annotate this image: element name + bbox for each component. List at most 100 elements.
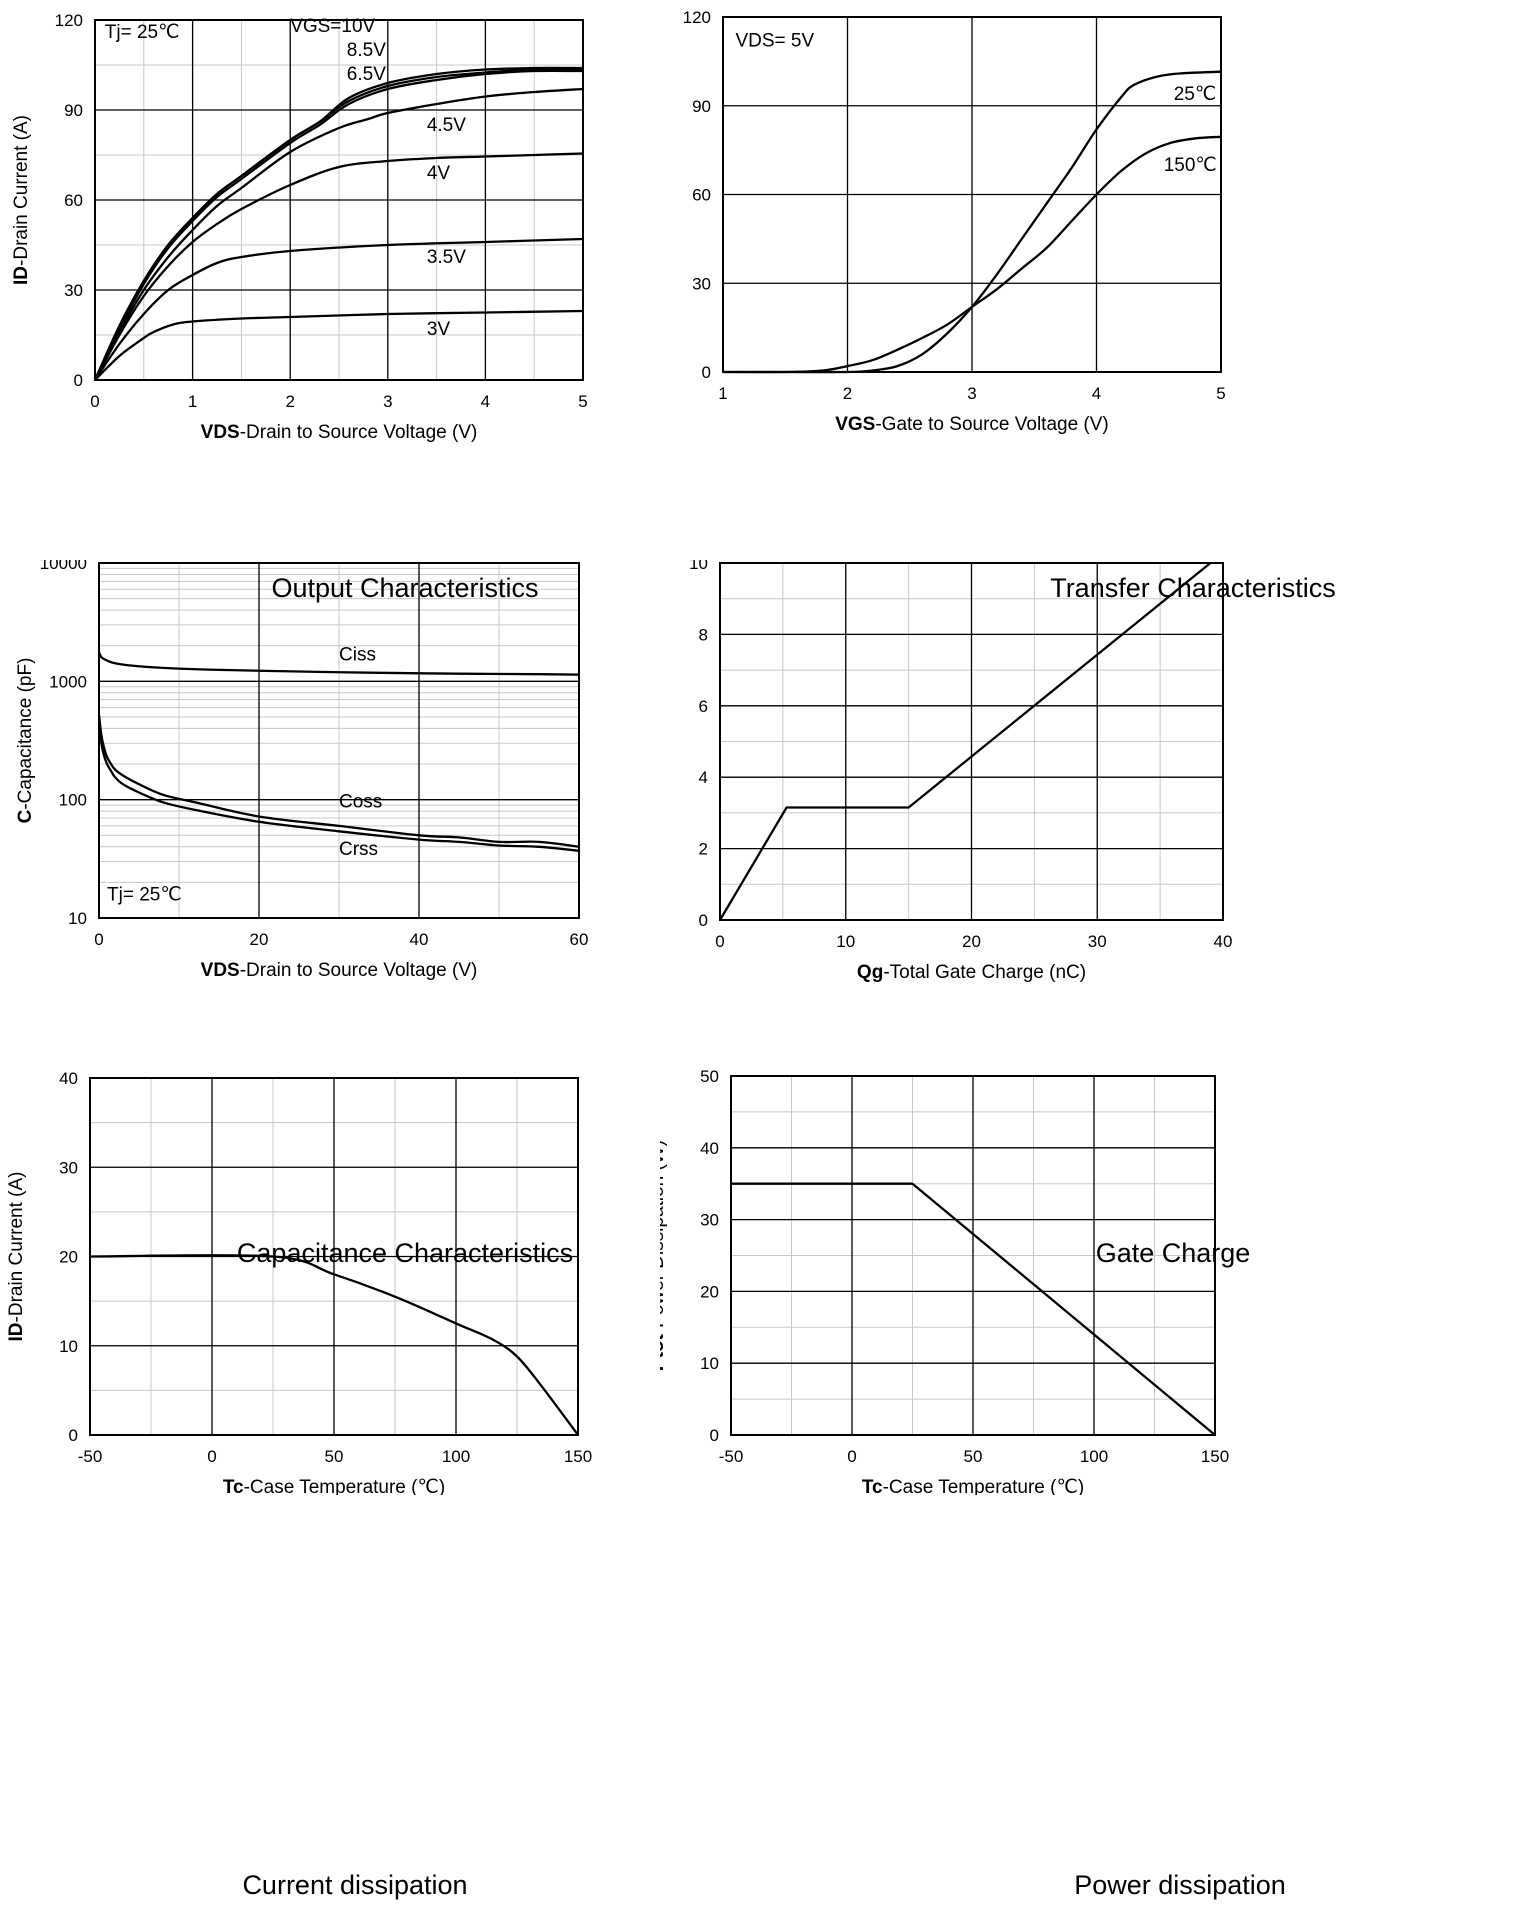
series-line-ciss (97, 652, 580, 676)
y-tick-label: 120 (683, 8, 711, 27)
y-axis-label-text: -Capacitance (pF) (15, 658, 36, 810)
series-line-3v (94, 309, 584, 381)
plot-frame (98, 562, 580, 919)
series-line-crss (97, 718, 580, 852)
y-tick-label: 20 (59, 1248, 78, 1267)
x-axis-label-bold: Tc (862, 1477, 883, 1495)
x-axis-label-bold: Tc (223, 1477, 244, 1495)
x-tick-label: 0 (207, 1447, 216, 1466)
y-tick-label: 10 (689, 560, 708, 573)
annotation-ciss: Ciss (339, 644, 376, 665)
y-axis-label: C-Capacitance (pF) (15, 658, 36, 824)
x-tick-label: 4 (1092, 384, 1101, 403)
series-line-25 (723, 70, 1222, 374)
annotation-150: 150℃ (1164, 155, 1217, 176)
x-tick-label: 50 (964, 1447, 983, 1466)
y-tick-label: 1000 (49, 672, 87, 691)
x-axis-label-text: -Case Temperature (℃) (883, 1477, 1085, 1495)
gridlines (98, 562, 580, 919)
annotation-tj-25: Tj= 25℃ (107, 885, 182, 906)
x-axis-label-text: -Case Temperature (℃) (244, 1477, 446, 1495)
x-axis-label: VGS-Gate to Source Voltage (V) (835, 414, 1109, 435)
x-axis-label: VDS-Drain to Source Voltage (V) (201, 960, 478, 981)
y-tick-label: 120 (55, 11, 83, 30)
chart-capacitance-characteristics: 0 20 40 60 10 100 1000 10000 VDS-Drain to Source… (15, 560, 589, 981)
annotation-8-5v: 8.5V (347, 40, 386, 61)
annotation-3v: 3V (427, 319, 451, 340)
y-tick-label: 2 (699, 840, 708, 859)
chart-transfer-characteristics: 1 2 3 4 5 0 30 60 90 120 VGS-Gate to Source Voltag… (683, 8, 1226, 435)
y-tick-label: 90 (692, 97, 711, 116)
x-tick-label: 0 (90, 392, 99, 411)
y-tick-label: 0 (710, 1426, 719, 1445)
y-tick-label: 0 (69, 1426, 78, 1445)
annotation-6-5v: 6.5V (347, 64, 386, 85)
series-line-coss (97, 714, 580, 848)
caption-gate-charge: Gate Charge (1095, 1238, 1251, 1268)
x-tick-label: 30 (1088, 932, 1107, 951)
annotation-25: 25℃ (1174, 84, 1216, 105)
x-tick-label: 1 (718, 384, 727, 403)
annotation-3-5v: 3.5V (427, 247, 466, 268)
y-axis-label-bold: ID (6, 1322, 27, 1341)
x-tick-label: 4 (481, 392, 490, 411)
y-axis-label-bold: C (15, 809, 36, 823)
caption-current-dissipation: Current dissipation (242, 1870, 468, 1900)
y-tick-label: 30 (692, 274, 711, 293)
series-line-vgs (719, 562, 1212, 921)
x-tick-label: 100 (1080, 1447, 1108, 1466)
annotation-4-5v: 4.5V (427, 115, 466, 136)
series-line-8-5v (93, 68, 584, 381)
x-tick-label: 150 (1201, 1447, 1229, 1466)
y-axis-label-bold: Ptot (660, 1333, 668, 1371)
x-axis-label-bold: VDS (201, 422, 240, 443)
y-tick-label: 30 (700, 1211, 719, 1230)
y-tick-label: 0 (699, 911, 708, 930)
annotation-tj-25: Tj= 25℃ (105, 22, 180, 43)
y-tick-label: 4 (699, 768, 708, 787)
y-axis-label-text: -Power Dissipation (W) (660, 1140, 668, 1334)
x-tick-label: 5 (1216, 384, 1225, 403)
x-axis-label-text: -Gate to Source Voltage (V) (875, 414, 1108, 435)
y-tick-label: 90 (64, 101, 83, 120)
x-tick-label: 5 (578, 392, 587, 411)
y-axis-label: Ptot-Power Dissipation (W) (660, 1140, 668, 1371)
chart-output-characteristics: 0 1 2 3 4 5 0 30 60 90 120 VDS-Drain to Source Volt… (11, 11, 588, 443)
x-tick-label: 10 (836, 932, 855, 951)
x-tick-label: -50 (78, 1447, 103, 1466)
annotation-crss: Crss (339, 839, 378, 860)
plot-frame (730, 1075, 1216, 1436)
x-tick-label: 0 (847, 1447, 856, 1466)
x-tick-label: 3 (383, 392, 392, 411)
y-tick-label: 6 (699, 697, 708, 716)
caption-capacitance-characteristics: Capacitance Characteristics (236, 1238, 574, 1268)
y-tick-label: 40 (700, 1139, 719, 1158)
x-axis-label-bold: Qg (857, 962, 883, 983)
series-line-3-5v (94, 237, 584, 381)
x-tick-label: 2 (285, 392, 294, 411)
x-tick-label: 60 (570, 930, 589, 949)
x-tick-label: 20 (962, 932, 981, 951)
y-tick-label: 0 (74, 371, 83, 390)
x-tick-label: 40 (410, 930, 429, 949)
x-axis-label: Qg-Total Gate Charge (nC) (857, 962, 1086, 983)
y-tick-label: 100 (59, 791, 87, 810)
y-tick-label: 20 (700, 1282, 719, 1301)
x-tick-label: 0 (94, 930, 103, 949)
x-axis-label-text: -Drain to Source Voltage (V) (240, 960, 478, 981)
y-tick-label: 60 (692, 186, 711, 205)
x-axis-label: Tc-Case Temperature (℃) (862, 1477, 1084, 1495)
caption-transfer-characteristics: Transfer Characteristics (1050, 573, 1336, 603)
series-line-150 (722, 135, 1222, 374)
x-axis-label-text: -Total Gate Charge (nC) (883, 962, 1086, 983)
series-line-6-5v (93, 69, 584, 381)
series-line-ptot (731, 1182, 1216, 1436)
y-tick-label: 10000 (40, 560, 87, 573)
y-axis-label-text: -Drain Current (A) (11, 115, 32, 266)
x-axis-label: VDS-Drain to Source Voltage (V) (201, 422, 478, 443)
x-axis-label-text: -Drain to Source Voltage (V) (240, 422, 478, 443)
gridlines (719, 562, 1224, 921)
annotation-vgs-10v: VGS=10V (290, 16, 375, 37)
